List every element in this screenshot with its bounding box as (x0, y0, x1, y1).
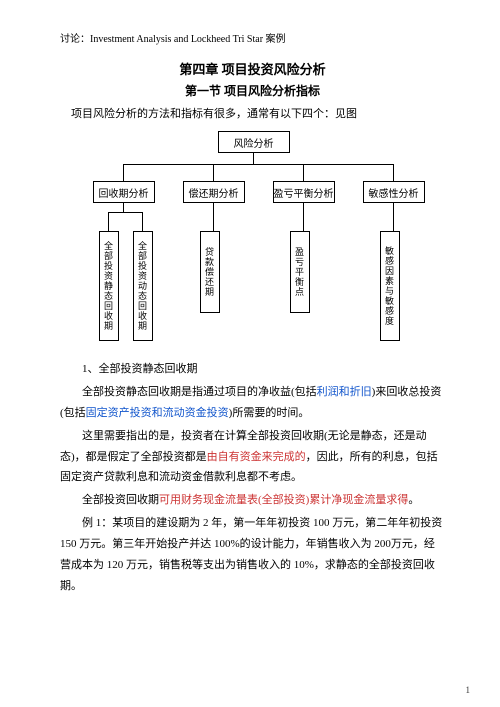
diagram-node: 敏感因素与敏感度 (380, 231, 400, 341)
paragraph-2: 这里需要指出的是，投资者在计算全部投资回收期(无论是静态，还是动态)，都是假定了… (60, 426, 445, 489)
risk-diagram: 风险分析回收期分析 偿还期分析 盈亏平衡分析 敏感性分析全部投资静态回收期全部投资动态… (73, 131, 433, 341)
paragraph-1: 全部投资静态回收期是指通过项目的净收益(包括利润和折旧)来回收总投资(包括固定资… (60, 382, 445, 424)
diagram-node: 回收期分析 (93, 181, 155, 203)
diagram-connector (253, 152, 254, 164)
discussion-line: 讨论：Investment Analysis and Lockheed Tri … (60, 30, 445, 45)
diagram-connector (393, 202, 394, 231)
diagram-connector (123, 164, 393, 165)
section-title: 第一节 项目风险分析指标 (60, 82, 445, 99)
diagram-connector (393, 164, 394, 181)
diagram-connector (303, 164, 304, 181)
subheading-1: 1、全部投资静态回收期 (60, 359, 445, 380)
diagram-node: 敏感性分析 (363, 181, 425, 203)
intro-text: 项目风险分析的方法和指标有很多，通常有以下四个：见图 (60, 105, 445, 121)
diagram-node: 盈亏平衡分析 (273, 181, 335, 203)
diagram-connector (213, 202, 214, 231)
paragraph-4: 例 1：某项目的建设期为 2 年，第一年年初投资 100 万元，第二年年初投资 … (60, 513, 445, 597)
diagram-connector (123, 202, 124, 212)
diagram-connector (108, 212, 109, 231)
diagram-connector (123, 164, 124, 181)
diagram-connector (213, 164, 214, 181)
diagram-node: 贷款偿还期 (200, 231, 220, 313)
chapter-title: 第四章 项目投资风险分析 (60, 59, 445, 78)
diagram-node: 风险分析 (218, 131, 290, 153)
paragraph-3: 全部投资回收期可用财务现金流量表(全部投资)累计净现金流量求得。 (60, 490, 445, 511)
diagram-node: 全部投资动态回收期 (133, 231, 153, 341)
diagram-connector (142, 212, 143, 231)
diagram-connector (108, 212, 142, 213)
diagram-node: 偿还期分析 (183, 181, 245, 203)
diagram-node: 全部投资静态回收期 (99, 231, 119, 341)
page-number: 1 (466, 685, 471, 695)
diagram-node: 盈亏平衡点 (290, 231, 310, 313)
body-text: 1、全部投资静态回收期 全部投资静态回收期是指通过项目的净收益(包括利润和折旧)… (60, 359, 445, 597)
diagram-connector (303, 202, 304, 231)
